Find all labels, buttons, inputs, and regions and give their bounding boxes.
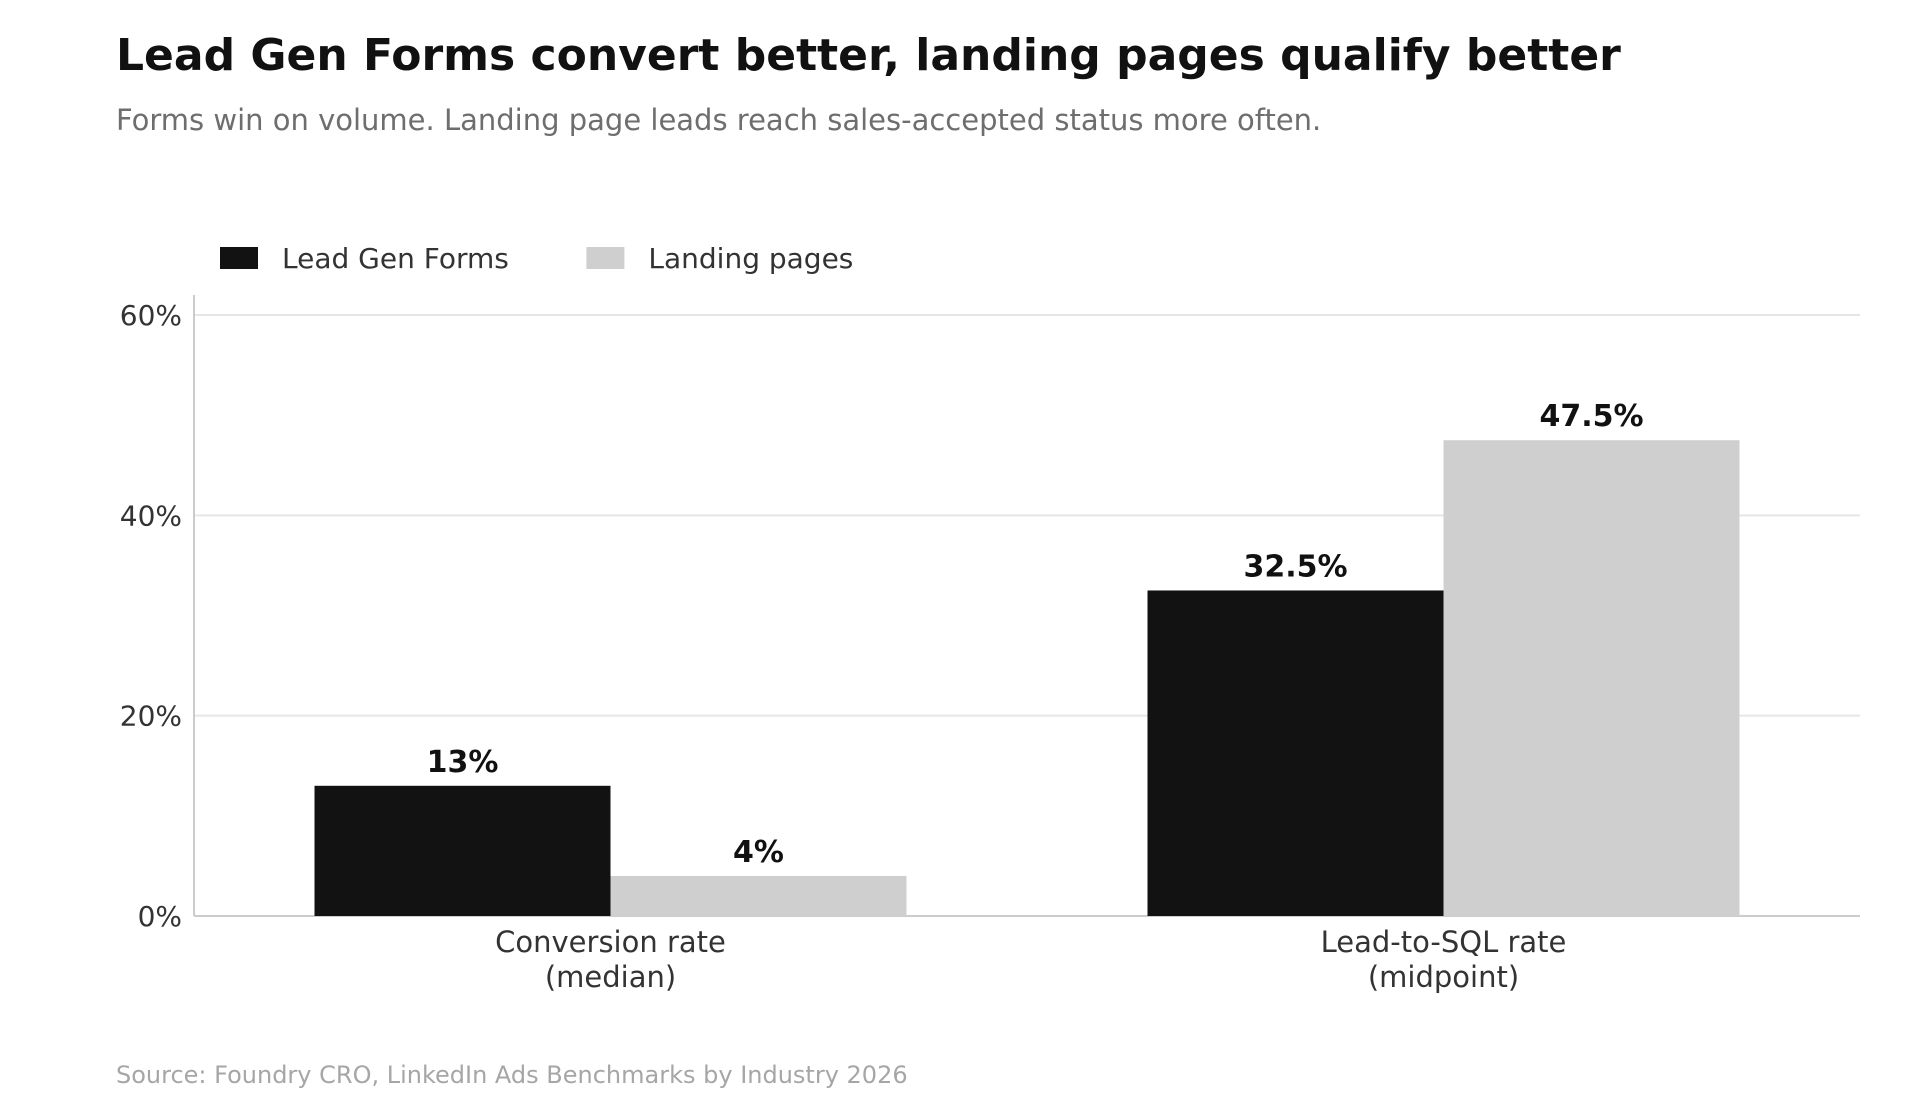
legend-label: Landing pages: [648, 242, 853, 275]
bar-value-label: 13%: [427, 745, 499, 780]
bar-value-label: 32.5%: [1243, 549, 1347, 584]
bar-lead-gen-forms: [1147, 590, 1444, 916]
x-category-label: Conversion rate (median): [495, 925, 726, 994]
y-tick-label: 0%: [138, 900, 182, 933]
chart-subtitle: Forms win on volume. Landing page leads …: [116, 103, 1322, 137]
source-note: Source: Foundry CRO, LinkedIn Ads Benchm…: [116, 1061, 908, 1089]
chart-title: Lead Gen Forms convert better, landing p…: [116, 30, 1621, 81]
bar-landing-pages: [1443, 440, 1740, 916]
bar-value-label: 47.5%: [1539, 399, 1643, 434]
legend-label: Lead Gen Forms: [282, 242, 509, 275]
bar-value-label: 4%: [733, 835, 784, 870]
y-tick-label: 20%: [120, 700, 182, 733]
x-category-label: Lead-to-SQL rate (midpoint): [1321, 925, 1567, 994]
bar-lead-gen-forms: [314, 785, 611, 916]
y-tick-label: 60%: [120, 299, 182, 332]
y-tick-label: 40%: [120, 499, 182, 532]
bar-landing-pages: [610, 875, 907, 916]
legend-swatch: [220, 247, 258, 269]
legend-swatch: [586, 247, 625, 269]
